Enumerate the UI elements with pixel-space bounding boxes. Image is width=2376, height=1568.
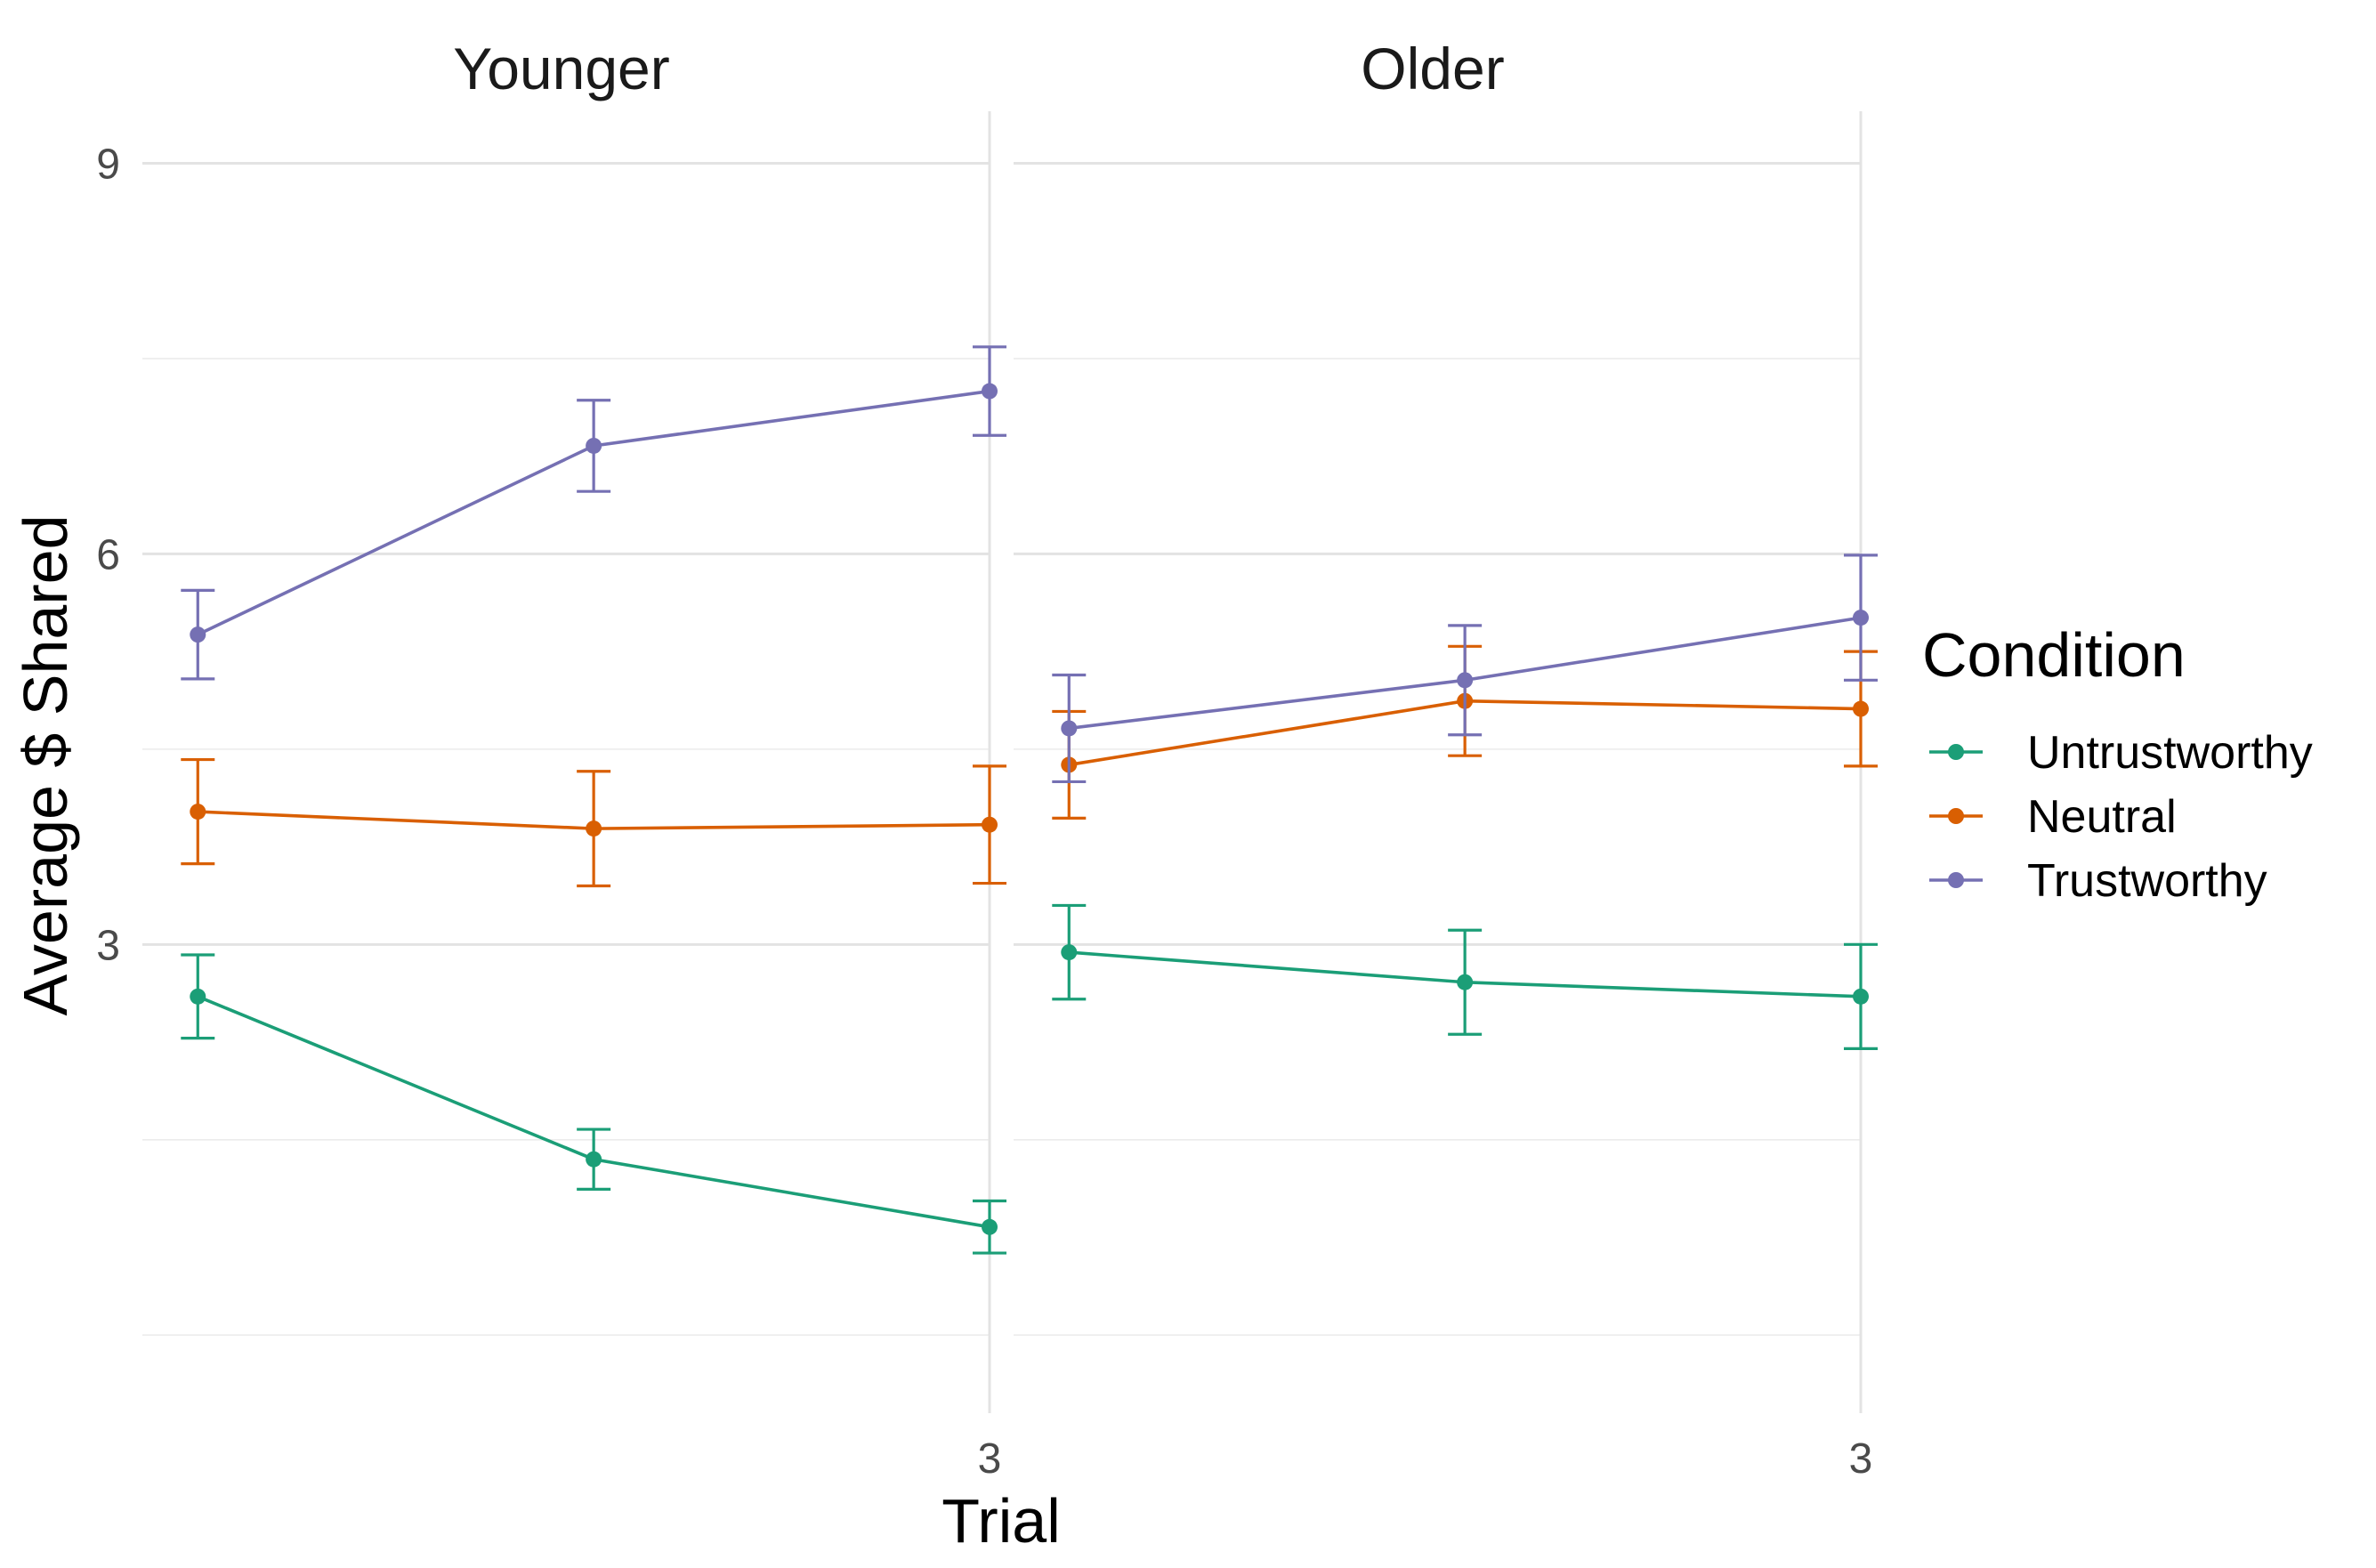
series-untrustworthy [1052,903,1878,1050]
legend: Condition Untrustworthy Neutral Trustworth… [1922,620,2313,907]
legend-label: Trustworthy [2027,855,2267,907]
data-point [586,820,602,837]
data-point [190,988,206,1005]
data-point [1457,672,1474,689]
legend-item-neutral: Neutral [1929,791,2177,843]
data-point [1853,610,1869,626]
legend-label: Neutral [2027,791,2177,843]
x-tick-label: 3 [978,1435,1002,1483]
legend-items: Untrustworthy Neutral Trustworthy [1929,727,2313,907]
facet-panels: 3 6 9 3 Younger 3 Older [96,36,1878,1483]
series-neutral [181,757,1006,888]
series-trustworthy [1052,554,1878,784]
data-point [190,804,206,820]
legend-label: Untrustworthy [2027,727,2313,779]
legend-item-untrustworthy: Untrustworthy [1929,727,2313,779]
data-point [1061,944,1078,961]
series-trustworthy [181,345,1006,681]
data-point [586,437,602,454]
y-tick-label: 9 [96,141,120,189]
series-untrustworthy [181,953,1006,1255]
facet-panel-older: 3 Older [1014,36,1878,1483]
data-point [190,626,206,643]
data-point [1853,988,1869,1005]
facet-label: Older [1361,36,1504,101]
legend-key-point [1948,744,1964,760]
series-line [197,995,990,1229]
data-point [1061,720,1078,737]
data-point [982,816,998,833]
x-axis-title: Trial [942,1486,1061,1556]
y-axis-title: Average $ Shared [11,514,80,1015]
data-point [982,383,998,400]
legend-key-point [1948,872,1964,888]
data-point [1853,700,1869,717]
x-tick-label: 3 [1849,1435,1873,1483]
data-point [982,1218,998,1235]
data-point [586,1151,602,1168]
legend-key-point [1948,808,1964,824]
y-tick-label: 3 [96,922,120,969]
legend-item-trustworthy: Trustworthy [1929,855,2267,907]
data-point [1457,974,1474,990]
facet-panel-younger: 3 Younger [142,36,1006,1483]
facet-label: Younger [453,36,669,101]
legend-title: Condition [1922,620,2186,690]
y-tick-label: 6 [96,531,120,578]
